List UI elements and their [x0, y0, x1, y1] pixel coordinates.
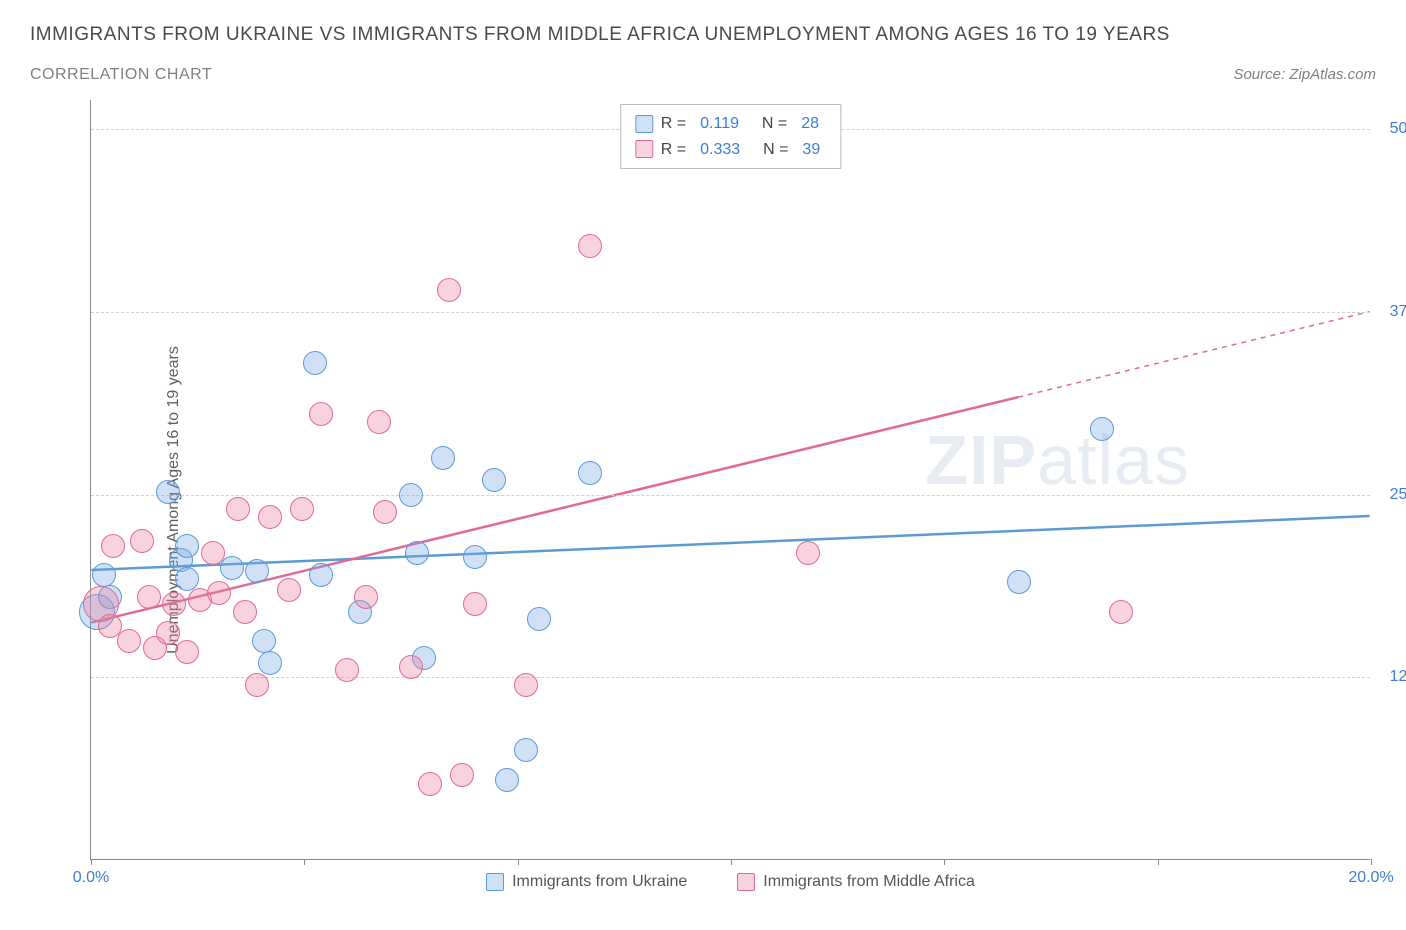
data-point: [207, 581, 231, 605]
data-point: [175, 640, 199, 664]
x-tick: [91, 859, 92, 865]
stat-label: N =: [754, 137, 788, 163]
data-point: [1007, 570, 1031, 594]
data-point: [1090, 417, 1114, 441]
data-point: [450, 763, 474, 787]
data-point: [373, 500, 397, 524]
stat-label: R =: [661, 111, 686, 137]
gridline: [91, 677, 1370, 678]
data-point: [482, 468, 506, 492]
gridline: [91, 495, 1370, 496]
data-point: [578, 234, 602, 258]
x-tick-label: 0.0%: [73, 869, 109, 887]
data-point: [226, 497, 250, 521]
source-attribution: Source: ZipAtlas.com: [1233, 66, 1376, 83]
stat-label: R =: [661, 137, 686, 163]
data-point: [514, 738, 538, 762]
x-tick-label: 20.0%: [1348, 869, 1393, 887]
stats-legend-row: R = 0.333 N = 39: [635, 137, 826, 163]
y-tick-label: 37.5%: [1390, 303, 1406, 321]
data-point: [463, 592, 487, 616]
data-point: [252, 629, 276, 653]
legend-label: Immigrants from Ukraine: [512, 873, 687, 891]
legend-label: Immigrants from Middle Africa: [763, 873, 975, 891]
data-point: [354, 585, 378, 609]
data-point: [92, 563, 116, 587]
x-tick: [944, 859, 945, 865]
data-point: [527, 607, 551, 631]
data-point: [162, 592, 186, 616]
data-point: [335, 658, 359, 682]
r-value: 0.333: [700, 137, 740, 163]
data-point: [514, 673, 538, 697]
x-tick: [518, 859, 519, 865]
data-point: [463, 545, 487, 569]
plot-area: ZIPatlas R = 0.119 N = 28R = 0.333 N = 3…: [90, 100, 1370, 860]
y-tick-label: 25.0%: [1390, 486, 1406, 504]
data-point: [367, 410, 391, 434]
data-point: [245, 673, 269, 697]
y-tick-label: 50.0%: [1390, 120, 1406, 138]
n-value: 39: [802, 137, 820, 163]
legend-item: Immigrants from Middle Africa: [737, 873, 975, 891]
data-point: [418, 772, 442, 796]
data-point: [1109, 600, 1133, 624]
data-point: [578, 461, 602, 485]
trend-lines: [91, 100, 1370, 859]
stats-legend: R = 0.119 N = 28R = 0.333 N = 39: [620, 104, 841, 169]
data-point: [245, 559, 269, 583]
data-point: [405, 541, 429, 565]
stats-legend-row: R = 0.119 N = 28: [635, 111, 826, 137]
page-title: IMMIGRANTS FROM UKRAINE VS IMMIGRANTS FR…: [30, 24, 1376, 46]
data-point: [101, 534, 125, 558]
legend-swatch: [635, 115, 653, 133]
series-legend: Immigrants from Ukraine Immigrants from M…: [91, 873, 1370, 891]
subtitle: CORRELATION CHART: [30, 66, 212, 84]
data-point: [156, 480, 180, 504]
data-point: [399, 655, 423, 679]
data-point: [309, 402, 333, 426]
data-point: [290, 497, 314, 521]
legend-item: Immigrants from Ukraine: [486, 873, 687, 891]
gridline: [91, 312, 1370, 313]
x-tick: [731, 859, 732, 865]
data-point: [137, 585, 161, 609]
data-point: [399, 483, 423, 507]
data-point: [220, 556, 244, 580]
x-tick: [1158, 859, 1159, 865]
x-tick: [1371, 859, 1372, 865]
data-point: [175, 534, 199, 558]
x-tick: [304, 859, 305, 865]
data-point: [258, 505, 282, 529]
n-value: 28: [801, 111, 819, 137]
data-point: [431, 446, 455, 470]
legend-swatch: [635, 140, 653, 158]
data-point: [277, 578, 301, 602]
data-point: [303, 351, 327, 375]
data-point: [130, 529, 154, 553]
legend-swatch: [737, 873, 755, 891]
data-point: [495, 768, 519, 792]
data-point: [796, 541, 820, 565]
data-point: [156, 621, 180, 645]
stat-label: N =: [753, 111, 787, 137]
r-value: 0.119: [700, 111, 739, 137]
data-point: [117, 629, 141, 653]
data-point: [233, 600, 257, 624]
correlation-chart: Unemployment Among Ages 16 to 19 years Z…: [30, 100, 1380, 900]
legend-swatch: [486, 873, 504, 891]
y-tick-label: 12.5%: [1390, 668, 1406, 686]
data-point: [201, 541, 225, 565]
data-point: [437, 278, 461, 302]
data-point: [258, 651, 282, 675]
data-point: [309, 563, 333, 587]
